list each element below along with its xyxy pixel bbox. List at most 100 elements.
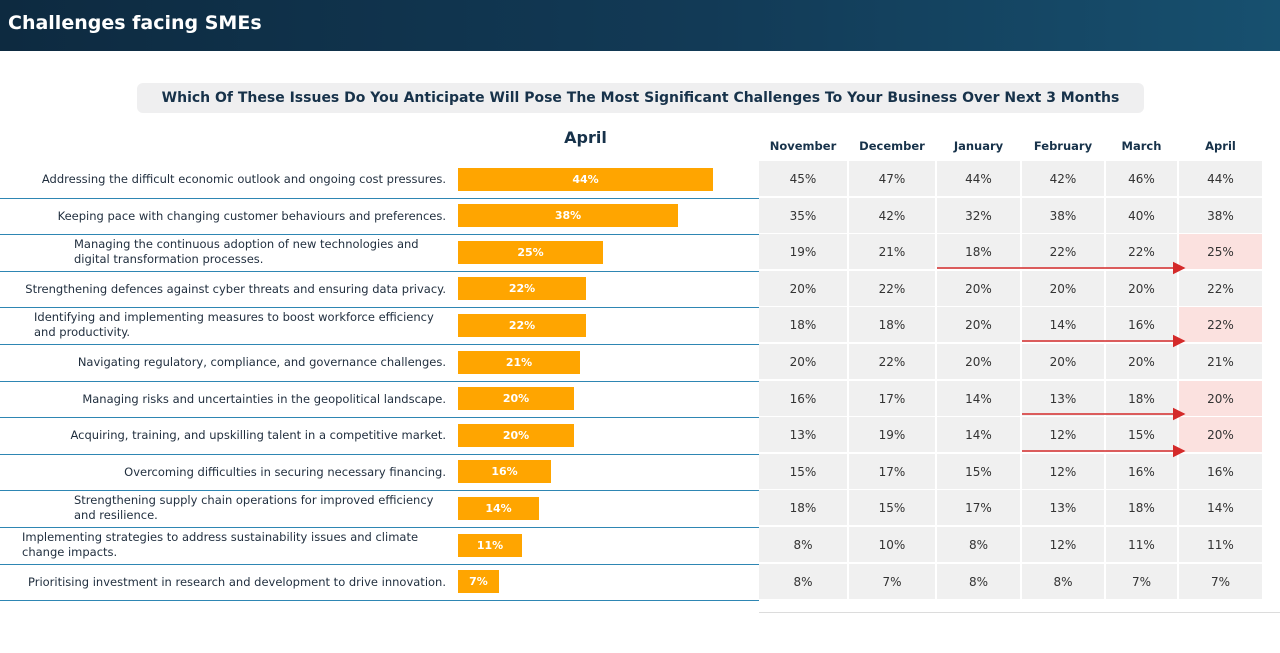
table-cell: 16% — [759, 381, 847, 416]
table-cell: 38% — [1179, 198, 1262, 233]
table-cell: 17% — [937, 490, 1020, 525]
bar: 44% — [458, 168, 713, 191]
row-separator — [0, 344, 759, 345]
table-cell: 20% — [1179, 417, 1262, 452]
table-cell: 20% — [937, 344, 1020, 379]
table-cell: 35% — [759, 198, 847, 233]
table-cell: 7% — [849, 564, 935, 599]
bar-value-label: 38% — [554, 209, 582, 222]
table-cell: 18% — [759, 307, 847, 342]
table-cell: 18% — [1106, 381, 1177, 416]
table-cell: 22% — [1179, 307, 1262, 342]
bar-value-label: 22% — [508, 319, 536, 332]
bar: 20% — [458, 387, 574, 410]
table-cell: 16% — [1179, 454, 1262, 489]
bar-value-label: 11% — [476, 539, 504, 552]
bar: 20% — [458, 424, 574, 447]
bar: 14% — [458, 497, 539, 520]
table-cell: 44% — [937, 161, 1020, 196]
table-cell: 17% — [849, 381, 935, 416]
table-cell: 7% — [1179, 564, 1262, 599]
table-cell: 18% — [849, 307, 935, 342]
table-cell: 15% — [849, 490, 935, 525]
column-header: November — [769, 139, 837, 153]
table-bottom-line — [759, 612, 1280, 613]
category-label: Prioritising investment in research and … — [27, 574, 446, 589]
bar-value-label: 20% — [502, 392, 530, 405]
table-cell: 16% — [1106, 307, 1177, 342]
table-cell: 14% — [937, 381, 1020, 416]
bar: 22% — [458, 314, 586, 337]
bar-value-label: 16% — [491, 465, 518, 478]
row-separator — [0, 527, 759, 528]
category-label: Managing the continuous adoption of new … — [74, 237, 419, 266]
bar: 11% — [458, 534, 522, 557]
category-label: Overcoming difficulties in securing nece… — [124, 464, 446, 479]
bar-value-label: 20% — [502, 429, 530, 442]
bar: 21% — [458, 351, 580, 374]
category-label: Strengthening defences against cyber thr… — [25, 281, 446, 296]
column-header: February — [1033, 139, 1093, 153]
bar-value-label: 14% — [485, 502, 512, 515]
category-label: Strengthening supply chain operations fo… — [74, 493, 434, 522]
table-cell: 12% — [1022, 527, 1104, 562]
table-cell: 20% — [1022, 271, 1104, 306]
table-cell: 18% — [937, 234, 1020, 269]
column-header: March — [1121, 139, 1162, 153]
table-cell: 46% — [1106, 161, 1177, 196]
table-cell: 32% — [937, 198, 1020, 233]
table-cell: 44% — [1179, 161, 1262, 196]
table-cell: 15% — [759, 454, 847, 489]
row-separator — [0, 234, 759, 235]
table-cell: 18% — [1106, 490, 1177, 525]
category-label: Acquiring, training, and upskilling tale… — [70, 427, 446, 442]
bar-value-label: 44% — [572, 173, 599, 186]
bar-value-label: 25% — [517, 246, 544, 259]
table-cell: 38% — [1022, 198, 1104, 233]
table-cell: 14% — [937, 417, 1020, 452]
table-cell: 16% — [1106, 454, 1177, 489]
table-cell: 12% — [1022, 454, 1104, 489]
bar: 7% — [458, 570, 499, 593]
table-cell: 40% — [1106, 198, 1177, 233]
table-cell: 22% — [849, 271, 935, 306]
table-cell: 13% — [1022, 381, 1104, 416]
page-title: Challenges facing SMEs — [8, 12, 262, 34]
table-cell: 19% — [849, 417, 935, 452]
category-label: Keeping pace with changing customer beha… — [57, 208, 446, 223]
column-header: December — [859, 139, 925, 153]
table-cell: 13% — [759, 417, 847, 452]
table-cell: 14% — [1022, 307, 1104, 342]
table-cell: 8% — [937, 527, 1020, 562]
column-header: April — [1205, 139, 1236, 153]
table-cell: 20% — [937, 271, 1020, 306]
table-cell: 8% — [759, 564, 847, 599]
table-cell: 47% — [849, 161, 935, 196]
category-label: Managing risks and uncertainties in the … — [82, 391, 446, 406]
table-cell: 22% — [849, 344, 935, 379]
row-separator — [0, 198, 759, 199]
table-cell: 22% — [1179, 271, 1262, 306]
question-box: Which Of These Issues Do You Anticipate … — [137, 83, 1144, 113]
table-cell: 17% — [849, 454, 935, 489]
table-cell: 8% — [937, 564, 1020, 599]
bar-value-label: 7% — [469, 575, 488, 588]
table-cell: 22% — [1106, 234, 1177, 269]
bar-value-label: 21% — [505, 356, 533, 369]
row-separator — [0, 271, 759, 272]
table-cell: 42% — [1022, 161, 1104, 196]
table-cell: 13% — [1022, 490, 1104, 525]
category-label: Implementing strategies to address susta… — [22, 530, 419, 559]
table-cell: 15% — [1106, 417, 1177, 452]
table-cell: 21% — [849, 234, 935, 269]
bar-value-label: 22% — [508, 282, 536, 295]
table-cell: 20% — [759, 271, 847, 306]
table-cell: 20% — [759, 344, 847, 379]
row-separator — [0, 307, 759, 308]
bar: 22% — [458, 277, 586, 300]
table-cell: 18% — [759, 490, 847, 525]
table-cell: 21% — [1179, 344, 1262, 379]
row-separator — [0, 381, 759, 382]
table-cell: 11% — [1106, 527, 1177, 562]
category-label: Addressing the difficult economic outloo… — [41, 171, 446, 186]
